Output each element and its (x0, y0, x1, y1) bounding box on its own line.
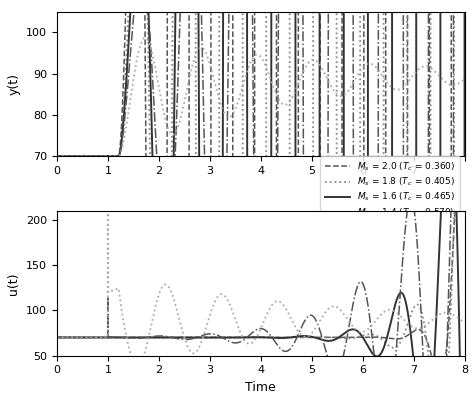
$M_s$ = 2.0 ($T_{c}$ = 0.360) (54, 154, 60, 159)
Legend: $M_s$ = 2.0 ($T_{c}$ = 0.360), $M_s$ = 1.8 ($T_{c}$ = 0.405), $M_s$ = 1.6 ($T_{c: $M_s$ = 2.0 ($T_{c}$ = 0.360), $M_s$ = 1… (320, 156, 460, 238)
$M_s$ = 1.4 ($T_{c}$ = 0.570) (54, 154, 60, 159)
Y-axis label: y(t): y(t) (8, 73, 20, 95)
Line: $M_s$ = 1.8 ($T_{c}$ = 0.405): $M_s$ = 1.8 ($T_{c}$ = 0.405) (57, 0, 465, 395)
$M_s$ = 1.2 ($T_{c}$ = 0.750) (54, 154, 60, 159)
$M_s$ = 1.2 ($T_{c}$ = 0.750) (462, 77, 467, 81)
X-axis label: Time: Time (246, 381, 276, 394)
Line: $M_s$ = 1.6 ($T_{c}$ = 0.465): $M_s$ = 1.6 ($T_{c}$ = 0.465) (57, 0, 465, 395)
$M_s$ = 1.6 ($T_{c}$ = 0.465) (54, 154, 60, 159)
Line: $M_s$ = 1.4 ($T_{c}$ = 0.570): $M_s$ = 1.4 ($T_{c}$ = 0.570) (57, 0, 465, 395)
$M_s$ = 1.2 ($T_{c}$ = 0.750) (434, 71, 440, 76)
$M_s$ = 1.2 ($T_{c}$ = 0.750) (323, 73, 328, 77)
$M_s$ = 1.2 ($T_{c}$ = 0.750) (422, 64, 428, 69)
Y-axis label: u(t): u(t) (8, 272, 20, 295)
$M_s$ = 1.2 ($T_{c}$ = 0.750) (249, 57, 255, 62)
$M_s$ = 1.2 ($T_{c}$ = 0.750) (344, 91, 349, 96)
$M_s$ = 1.8 ($T_{c}$ = 0.405) (54, 154, 60, 159)
$M_s$ = 1.2 ($T_{c}$ = 0.750) (230, 111, 236, 116)
$M_s$ = 1.2 ($T_{c}$ = 0.750) (142, 36, 148, 40)
Line: $M_s$ = 2.0 ($T_{c}$ = 0.360): $M_s$ = 2.0 ($T_{c}$ = 0.360) (57, 0, 465, 395)
Line: $M_s$ = 1.2 ($T_{c}$ = 0.750): $M_s$ = 1.2 ($T_{c}$ = 0.750) (57, 38, 465, 156)
